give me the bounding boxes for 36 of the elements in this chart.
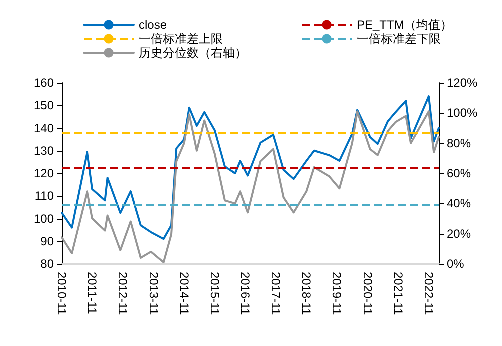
y2-tick-label: 40%: [447, 196, 472, 211]
y-tick-label: 90: [40, 234, 54, 248]
y2-tick-label: 60%: [447, 166, 472, 180]
y-tick-label: 110: [34, 189, 54, 204]
x-tick-label: 2012-11: [116, 272, 130, 316]
y-tick-label: 120: [34, 166, 54, 180]
x-tick-label: 2016-11: [238, 272, 253, 316]
x-tick-label: 2015-11: [208, 272, 222, 316]
x-tick-label: 2010-11: [55, 272, 69, 316]
line-series: [61, 110, 440, 264]
x-tick-label: 2021-11: [391, 272, 406, 316]
x-tick-label: 2020-11: [360, 272, 375, 316]
y-tick-label: 160: [34, 76, 54, 90]
legend-label: PE_TTM（均值）: [357, 18, 452, 32]
legend-label: 一倍标准差下限: [357, 32, 441, 46]
x-tick-label: 2013-11: [146, 272, 161, 316]
y-tick-label: 140: [34, 121, 54, 136]
y-tick-label: 100: [34, 212, 54, 226]
x-tick-label: 2019-11: [330, 272, 344, 316]
x-tick-label: 2018-11: [300, 272, 314, 316]
y-tick-label: 130: [34, 144, 54, 158]
legend-label: close: [139, 18, 168, 32]
legend-label: 历史分位数（右轴）: [139, 46, 247, 60]
y-tick-label: 150: [34, 98, 54, 113]
x-tick-label: 2011-11: [86, 272, 100, 315]
y2-tick-label: 100%: [447, 106, 478, 120]
y2-tick-label: 20%: [447, 226, 472, 241]
y2-tick-label: 120%: [447, 76, 478, 90]
x-tick-label: 2014-11: [177, 272, 192, 316]
legend-label: 一倍标准差上限: [139, 32, 223, 46]
x-tick-label: 2017-11: [269, 272, 284, 316]
y2-tick-label: 80%: [447, 136, 472, 150]
x-tick-label: 2022-11: [422, 272, 436, 316]
y2-tick-label: 0%: [447, 257, 465, 271]
y-tick-label: 80: [40, 257, 54, 271]
line-series: [61, 96, 440, 240]
